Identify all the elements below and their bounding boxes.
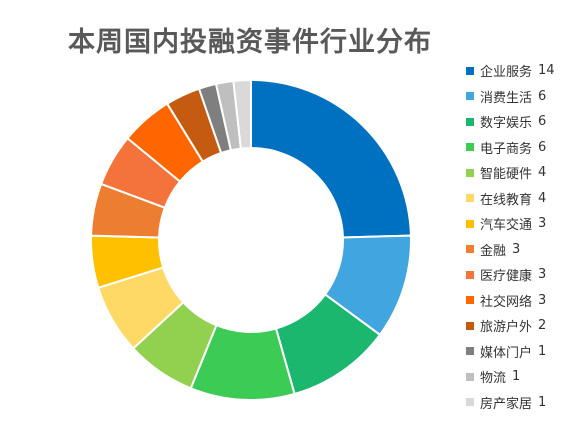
chart-title: 本周国内投融资事件行业分布 [68,27,432,58]
legend-label: 旅游户外 [480,320,533,336]
legend-value: 3 [538,216,547,232]
legend-label: 媒体门户 [480,345,533,361]
legend-swatch [466,194,474,203]
donut-slice-1 [250,78,412,239]
legend-item: 旅游户外 2 [466,313,555,339]
legend-item: 数字娱乐 6 [466,109,555,135]
legend-value: 6 [538,88,547,104]
legend-label: 在线教育 [480,192,533,208]
legend-value: 1 [538,343,547,359]
legend-value: 4 [538,165,547,181]
legend-swatch [466,117,474,126]
legend-swatch [466,143,474,152]
legend-label: 金融 [480,243,507,259]
legend-item: 企业服务 14 [466,58,555,84]
legend-label: 房产家居 [480,396,533,412]
legend-item: 医疗健康 3 [466,262,555,288]
legend-label: 数字娱乐 [480,116,533,132]
legend-item: 汽车交通 3 [466,211,555,237]
legend-item: 电子商务 6 [466,135,555,161]
legend-item: 消费生活 6 [466,84,555,110]
legend-item: 社交网络 3 [466,288,555,314]
legend-item: 物流 1 [466,364,555,390]
legend-value: 1 [538,394,547,410]
legend-swatch [466,347,474,356]
legend-label: 企业服务 [480,65,533,81]
legend-label: 电子商务 [480,141,533,157]
legend-swatch [466,66,474,75]
legend-item: 房产家居 1 [466,390,555,416]
legend-swatch [466,245,474,254]
legend-value: 3 [538,292,547,308]
legend-swatch [466,270,474,279]
legend-swatch [466,296,474,305]
legend-swatch [466,168,474,177]
legend-swatch [466,398,474,407]
donut-slice-14 [232,78,252,150]
legend-item: 在线教育 4 [466,186,555,212]
legend-value: 6 [538,114,547,130]
legend-item: 金融 3 [466,237,555,263]
legend-label: 物流 [480,371,507,387]
legend-value: 4 [538,190,547,206]
legend-value: 6 [538,139,547,155]
legend-swatch [466,321,474,330]
legend-value: 1 [512,369,521,385]
legend: 企业服务 14 消费生活 6 数字娱乐 6 电子商务 6 智能硬件 4 在线教育 4 汽车交通 3 金融 3 医… [466,58,555,415]
legend-value: 3 [538,267,547,283]
legend-label: 社交网络 [480,294,533,310]
legend-swatch [466,372,474,381]
legend-swatch [466,219,474,228]
legend-value: 14 [538,63,555,79]
legend-label: 医疗健康 [480,269,533,285]
legend-swatch [466,92,474,101]
legend-item: 智能硬件 4 [466,160,555,186]
legend-value: 3 [512,241,521,257]
legend-label: 智能硬件 [480,167,533,183]
legend-label: 消费生活 [480,90,533,106]
legend-value: 2 [538,318,547,334]
legend-label: 汽车交通 [480,218,533,234]
legend-item: 媒体门户 1 [466,339,555,365]
